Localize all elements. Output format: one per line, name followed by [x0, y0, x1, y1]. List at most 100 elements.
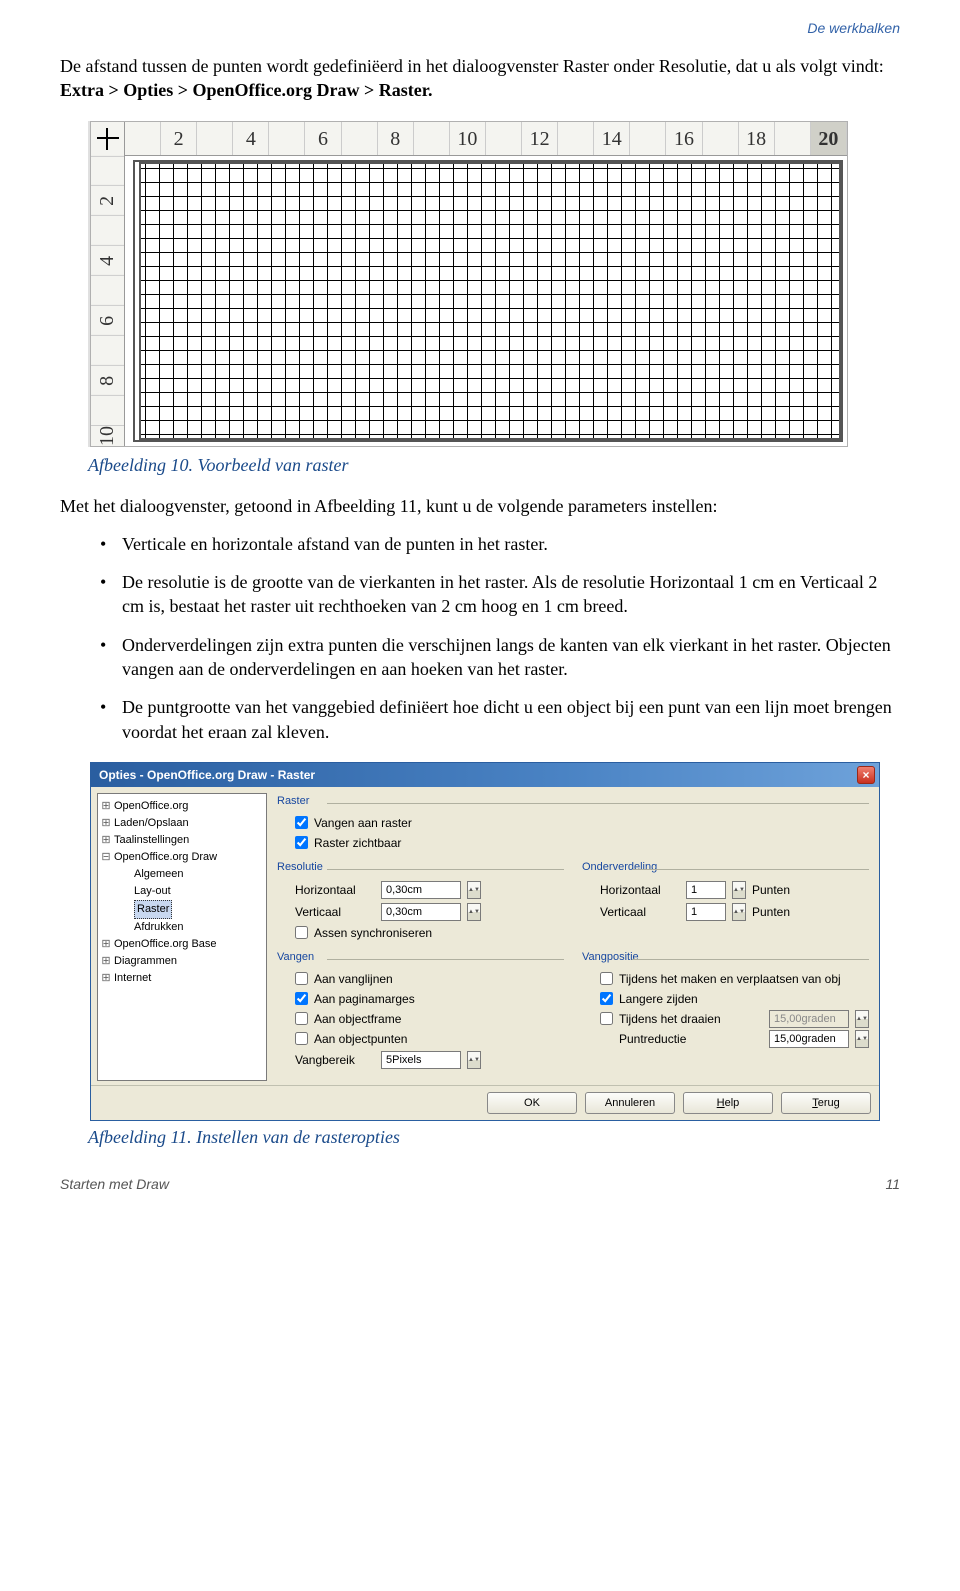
intro-text: De afstand tussen de punten wordt gedefi… — [60, 56, 884, 76]
figure-10-grid: 2468101214161820 246810 — [88, 121, 848, 447]
ruler-tick: 4 — [91, 245, 124, 275]
page-footer: Starten met Draw 11 — [60, 1176, 900, 1192]
options-tree[interactable]: ⊞OpenOffice.org⊞Laden/Opslaan⊞Taalinstel… — [97, 793, 267, 1081]
dialog-buttonbar: OK Annuleren Help Terug — [91, 1085, 879, 1120]
intro-menu-path: Extra > Opties > OpenOffice.org Draw > R… — [60, 80, 433, 100]
ruler-tick: 4 — [233, 122, 269, 155]
res-v-input[interactable] — [381, 903, 461, 921]
cancel-button[interactable]: Annuleren — [585, 1092, 675, 1114]
grid-visible-label: Raster zichtbaar — [314, 836, 401, 850]
snap-option-checkbox[interactable] — [295, 972, 308, 985]
snappos-option-label: Langere zijden — [619, 992, 869, 1006]
res-h-input[interactable] — [381, 881, 461, 899]
sub-h-unit: Punten — [752, 883, 790, 897]
group-subdivision-title: Onderverdeling — [582, 861, 869, 875]
ruler-tick — [486, 122, 522, 155]
ruler-tick — [91, 156, 124, 186]
tree-item[interactable]: Raster — [100, 900, 264, 919]
grid-visible-checkbox[interactable] — [295, 836, 308, 849]
ruler-tick: 16 — [666, 122, 702, 155]
parameter-bullets: Verticale en horizontale afstand van de … — [60, 532, 900, 744]
snap-option-checkbox[interactable] — [295, 1032, 308, 1045]
section-header: De werkbalken — [60, 20, 900, 36]
dialog-title: Opties - OpenOffice.org Draw - Raster — [99, 768, 315, 782]
tree-item[interactable]: Algemeen — [100, 866, 264, 883]
ruler-tick — [91, 335, 124, 365]
sub-h-input[interactable] — [686, 881, 726, 899]
figure-10-caption: Afbeelding 10. Voorbeeld van raster — [88, 455, 900, 476]
ruler-tick: 14 — [594, 122, 630, 155]
horizontal-ruler: 2468101214161820 — [91, 122, 847, 156]
spinner-icon[interactable]: ▲▼ — [467, 903, 481, 921]
ruler-tick — [197, 122, 233, 155]
ruler-tick — [125, 122, 161, 155]
ruler-tick — [91, 395, 124, 425]
sync-axes-checkbox[interactable] — [295, 926, 308, 939]
tree-item[interactable]: ⊞Diagrammen — [100, 953, 264, 970]
tree-item[interactable]: ⊞OpenOffice.org Base — [100, 936, 264, 953]
ruler-tick — [414, 122, 450, 155]
spinner-icon[interactable]: ▲▼ — [467, 1051, 481, 1069]
options-dialog: Opties - OpenOffice.org Draw - Raster × … — [90, 762, 880, 1121]
group-snap-title: Vangen — [277, 951, 564, 965]
snap-option-label: Aan objectframe — [314, 1012, 401, 1026]
ruler-tick: 6 — [91, 305, 124, 335]
snappos-option-label: Puntreductie — [619, 1032, 763, 1046]
tree-item[interactable]: ⊟OpenOffice.org Draw — [100, 849, 264, 866]
tree-item[interactable]: Afdrukken — [100, 919, 264, 936]
ruler-tick — [703, 122, 739, 155]
sync-axes-label: Assen synchroniseren — [314, 926, 432, 940]
spinner-icon[interactable]: ▲▼ — [467, 881, 481, 899]
ruler-tick: 12 — [522, 122, 558, 155]
options-panel: Raster Vangen aan raster Raster zichtbaa… — [273, 793, 873, 1081]
tree-item[interactable]: ⊞Taalinstellingen — [100, 832, 264, 849]
snap-to-grid-label: Vangen aan raster — [314, 816, 412, 830]
tree-item[interactable]: ⊞Internet — [100, 970, 264, 987]
sub-v-input[interactable] — [686, 903, 726, 921]
snappos-option-checkbox[interactable] — [600, 992, 613, 1005]
ruler-tick: 18 — [739, 122, 775, 155]
ruler-tick — [269, 122, 305, 155]
page-number: 11 — [885, 1176, 900, 1192]
ruler-tick — [91, 275, 124, 305]
snappos-value-input[interactable] — [769, 1030, 849, 1048]
ruler-tick: 10 — [450, 122, 486, 155]
ruler-tick: 8 — [378, 122, 414, 155]
snappos-option-checkbox[interactable] — [600, 972, 613, 985]
ruler-tick: 6 — [305, 122, 341, 155]
snap-range-input[interactable] — [381, 1051, 461, 1069]
snap-option-label: Aan objectpunten — [314, 1032, 407, 1046]
ok-button[interactable]: OK — [487, 1092, 577, 1114]
snap-option-checkbox[interactable] — [295, 992, 308, 1005]
spinner-icon[interactable]: ▲▼ — [855, 1010, 869, 1028]
snappos-option-label: Tijdens het maken en verplaatsen van obj — [619, 972, 869, 986]
help-button[interactable]: Help — [683, 1092, 773, 1114]
grid-canvas — [125, 156, 847, 446]
bullet-item: De puntgrootte van het vanggebied defini… — [100, 695, 900, 744]
ruler-origin-icon — [91, 122, 125, 156]
spinner-icon[interactable]: ▲▼ — [855, 1030, 869, 1048]
snap-to-grid-checkbox[interactable] — [295, 816, 308, 829]
tree-item[interactable]: ⊞OpenOffice.org — [100, 798, 264, 815]
back-button[interactable]: Terug — [781, 1092, 871, 1114]
figure-11-caption: Afbeelding 11. Instellen van de rasterop… — [88, 1127, 900, 1148]
sub-v-label: Verticaal — [600, 905, 680, 919]
group-resolution-title: Resolutie — [277, 861, 564, 875]
spinner-icon[interactable]: ▲▼ — [732, 881, 746, 899]
tree-item[interactable]: Lay-out — [100, 883, 264, 900]
snappos-value-input — [769, 1010, 849, 1028]
snappos-option-checkbox[interactable] — [600, 1012, 613, 1025]
footer-title: Starten met Draw — [60, 1176, 169, 1192]
sub-h-label: Horizontaal — [600, 883, 680, 897]
snap-range-label: Vangbereik — [295, 1053, 375, 1067]
vertical-ruler: 246810 — [91, 156, 125, 446]
close-icon[interactable]: × — [857, 766, 875, 784]
spinner-icon[interactable]: ▲▼ — [732, 903, 746, 921]
res-v-label: Verticaal — [295, 905, 375, 919]
ruler-tick: 20 — [811, 122, 847, 155]
intro-paragraph: De afstand tussen de punten wordt gedefi… — [60, 54, 900, 103]
tree-item[interactable]: ⊞Laden/Opslaan — [100, 815, 264, 832]
dialog-titlebar: Opties - OpenOffice.org Draw - Raster × — [91, 763, 879, 787]
snap-option-checkbox[interactable] — [295, 1012, 308, 1025]
ruler-tick — [558, 122, 594, 155]
